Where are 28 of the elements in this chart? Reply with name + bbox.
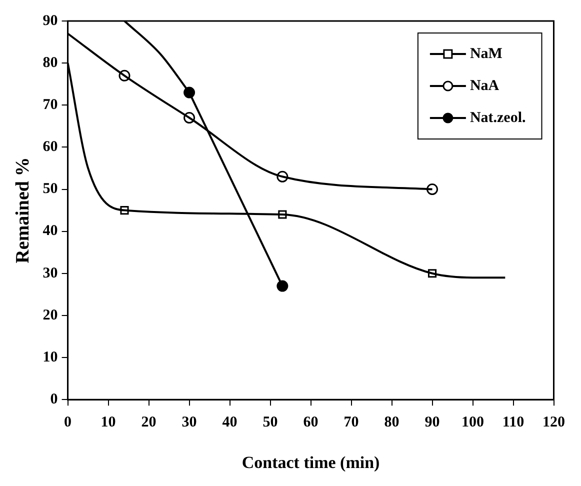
y-tick-label: 50 [42,181,58,198]
y-tick-label: 70 [42,97,58,114]
x-tick-label: 90 [424,414,440,430]
x-tick-label: 60 [303,414,318,430]
x-tick-label: 70 [344,414,359,430]
x-tick-label: 20 [141,414,156,430]
y-axis-title: Remained % [12,157,34,264]
y-tick-label: 60 [42,139,58,156]
x-axis-title: Contact time (min) [242,453,380,472]
legend-label: NaM [470,46,502,62]
x-tick-label: 80 [384,414,400,430]
x-tick-label: 110 [502,414,524,430]
y-tick-label: 90 [42,12,58,29]
x-tick-label: 10 [100,414,116,430]
y-tick-label: 10 [42,349,58,366]
legend-label: NaA [470,78,500,94]
y-tick-label: 30 [42,265,58,282]
y-tick-label: 80 [42,54,58,71]
x-tick-label: 120 [542,414,565,430]
legend-label: Nat.zeol. [470,110,526,126]
x-tick-label: 100 [462,414,484,430]
x-tick-label: 50 [262,414,278,430]
x-tick-label: 30 [182,414,197,430]
x-tick-label: 0 [64,414,72,430]
y-tick-label: 20 [42,307,58,324]
x-tick-label: 40 [222,414,238,430]
y-tick-label: 0 [50,391,58,408]
y-tick-label: 40 [42,223,58,240]
